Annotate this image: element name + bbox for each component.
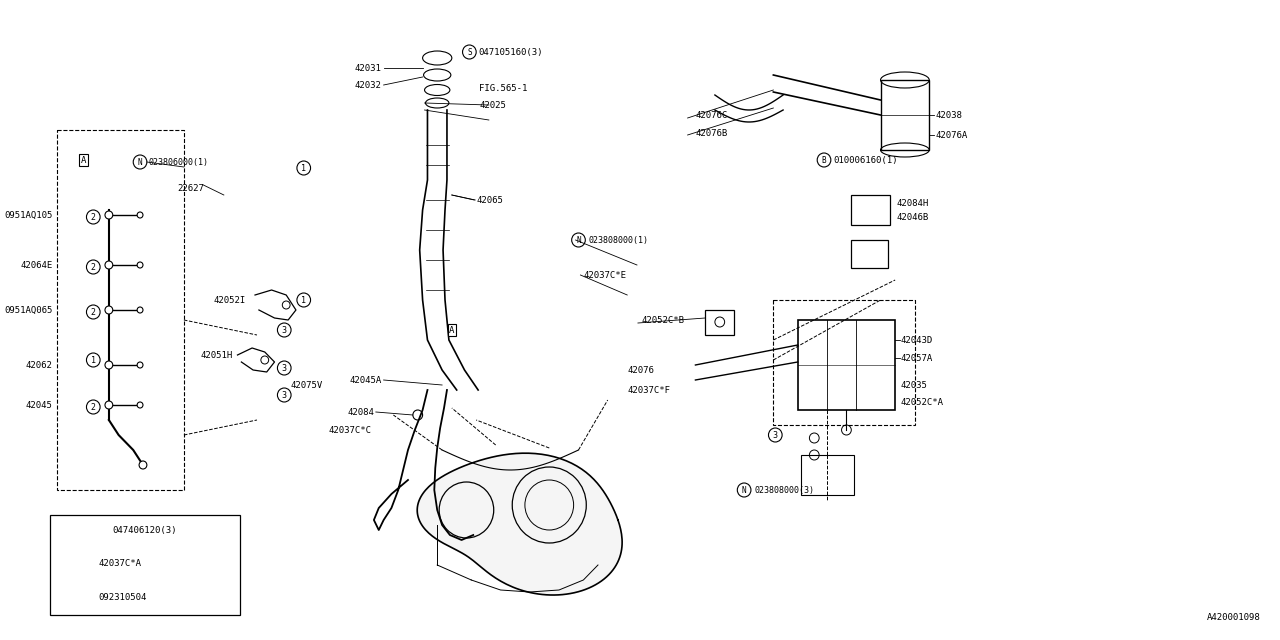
Text: 42038: 42038 [936, 111, 963, 120]
Text: 42043D: 42043D [901, 335, 933, 344]
Text: 0951AQ065: 0951AQ065 [4, 305, 52, 314]
Text: 42051H: 42051H [201, 351, 233, 360]
Text: 42045: 42045 [26, 401, 52, 410]
Circle shape [105, 361, 113, 369]
Text: 2: 2 [91, 403, 96, 412]
Circle shape [105, 306, 113, 314]
Polygon shape [417, 453, 622, 595]
Text: 42052C*A: 42052C*A [901, 397, 943, 406]
Bar [797, 320, 895, 410]
Text: 42084H: 42084H [896, 198, 928, 207]
Text: 3: 3 [68, 593, 73, 602]
Text: 2: 2 [68, 559, 73, 568]
Text: 047406120(3): 047406120(3) [113, 527, 177, 536]
Text: 22627: 22627 [177, 184, 204, 193]
Text: 0951AQ105: 0951AQ105 [4, 211, 52, 220]
Text: 2: 2 [91, 262, 96, 271]
Text: 42025: 42025 [479, 100, 506, 109]
Text: 42031: 42031 [355, 63, 381, 72]
Bar [851, 195, 891, 225]
Text: 1: 1 [91, 355, 96, 365]
Text: 42076B: 42076B [695, 129, 727, 138]
Text: 42076C: 42076C [695, 111, 727, 120]
Circle shape [137, 402, 143, 408]
Text: 2: 2 [91, 307, 96, 317]
Text: 023806000(1): 023806000(1) [148, 157, 209, 166]
Text: 2: 2 [91, 212, 96, 221]
Circle shape [137, 307, 143, 313]
Circle shape [137, 262, 143, 268]
Text: 092310504: 092310504 [99, 593, 146, 602]
Bar [851, 240, 888, 268]
Text: 42045A: 42045A [349, 376, 381, 385]
Circle shape [137, 212, 143, 218]
Text: 42062: 42062 [26, 360, 52, 369]
Text: 42035: 42035 [901, 381, 928, 390]
Text: 42046B: 42046B [896, 212, 928, 221]
Text: S: S [101, 527, 105, 536]
Text: 42076A: 42076A [936, 131, 968, 140]
Text: 42037C*A: 42037C*A [99, 559, 141, 568]
Bar [800, 455, 854, 495]
Text: 023808000(1): 023808000(1) [589, 236, 648, 244]
Bar [50, 515, 241, 615]
Bar [881, 80, 929, 150]
Text: 42032: 42032 [355, 81, 381, 90]
Text: N: N [138, 157, 142, 166]
Text: 42084: 42084 [347, 408, 374, 417]
Text: 42065: 42065 [476, 195, 503, 205]
Text: N: N [576, 236, 581, 244]
Circle shape [105, 261, 113, 269]
Text: A: A [449, 326, 454, 335]
Text: 42037C*C: 42037C*C [329, 426, 372, 435]
Text: N: N [742, 486, 746, 495]
Text: 3: 3 [282, 390, 287, 399]
Text: S: S [467, 47, 472, 56]
Text: 3: 3 [773, 431, 778, 440]
Bar [773, 300, 915, 425]
Text: 42064E: 42064E [20, 260, 52, 269]
Circle shape [140, 461, 147, 469]
Text: 42037C*F: 42037C*F [627, 385, 671, 394]
Bar [705, 310, 735, 335]
Text: 42052C*B: 42052C*B [641, 316, 685, 324]
Text: A: A [81, 156, 86, 164]
Text: FIG.565-1: FIG.565-1 [479, 83, 527, 93]
Text: B: B [822, 156, 827, 164]
Text: 010006160(1): 010006160(1) [833, 156, 899, 164]
Circle shape [137, 362, 143, 368]
Text: 3: 3 [282, 326, 287, 335]
Text: 047105160(3): 047105160(3) [479, 47, 543, 56]
Circle shape [105, 401, 113, 409]
Text: A420001098: A420001098 [1207, 614, 1261, 623]
Text: 1: 1 [68, 527, 73, 536]
Bar [58, 130, 184, 490]
Text: 1: 1 [301, 163, 306, 173]
Text: 1: 1 [301, 296, 306, 305]
Text: 42075V: 42075V [291, 381, 324, 390]
Circle shape [105, 211, 113, 219]
Text: 42052I: 42052I [212, 296, 246, 305]
Text: 3: 3 [282, 364, 287, 372]
Text: 42037C*E: 42037C*E [584, 271, 626, 280]
Text: 023808000(3): 023808000(3) [755, 486, 815, 495]
Text: 42057A: 42057A [901, 353, 933, 362]
Text: 42076: 42076 [627, 365, 654, 374]
